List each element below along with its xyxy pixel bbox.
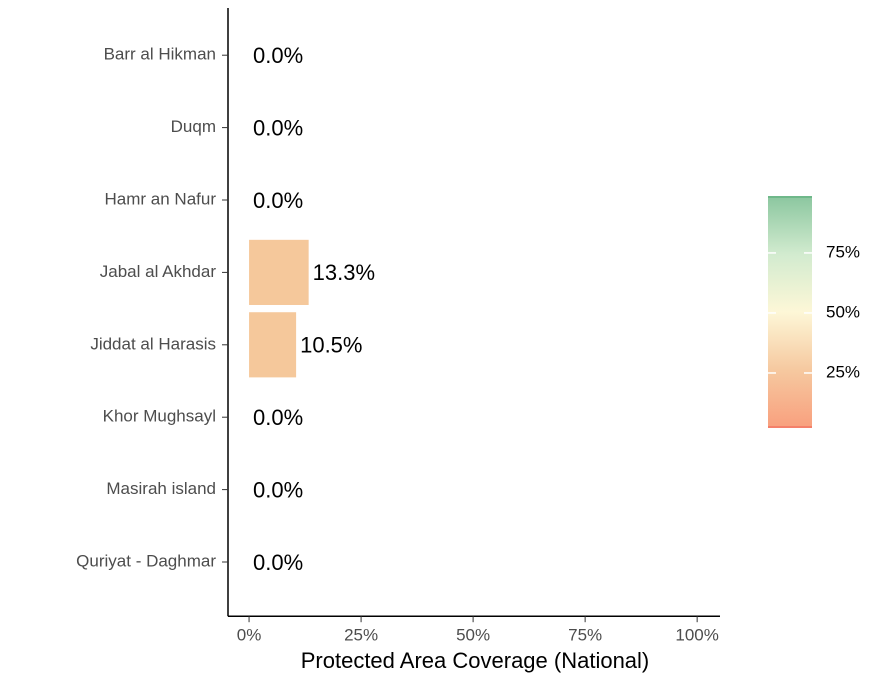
- colorbar: [768, 197, 812, 427]
- value-label: 0.0%: [253, 43, 303, 68]
- value-label: 13.3%: [313, 260, 375, 285]
- y-tick-label: Jiddat al Harasis: [90, 334, 216, 353]
- colorbar-tick-label: 25%: [826, 362, 860, 381]
- y-tick-label: Barr al Hikman: [104, 45, 216, 64]
- value-label: 0.0%: [253, 188, 303, 213]
- x-tick-label: 0%: [237, 626, 262, 645]
- value-label: 0.0%: [253, 405, 303, 430]
- value-label: 0.0%: [253, 550, 303, 575]
- colorbar-tick-label: 50%: [826, 302, 860, 321]
- x-axis-title: Protected Area Coverage (National): [301, 648, 650, 673]
- x-tick-label: 50%: [456, 626, 490, 645]
- x-tick-label: 25%: [344, 626, 378, 645]
- x-tick-label: 100%: [675, 626, 718, 645]
- y-tick-label: Jabal al Akhdar: [100, 262, 217, 281]
- bar: [249, 312, 297, 378]
- value-label: 0.0%: [253, 115, 303, 140]
- colorbar-tick-label: 75%: [826, 242, 860, 261]
- y-tick-label: Hamr an Nafur: [105, 189, 217, 208]
- x-tick-label: 75%: [568, 626, 602, 645]
- y-tick-label: Khor Mughsayl: [103, 407, 216, 426]
- value-label: 10.5%: [300, 333, 362, 358]
- y-tick-label: Quriyat - Daghmar: [76, 551, 216, 570]
- value-label: 0.0%: [253, 477, 303, 502]
- bar: [249, 239, 309, 305]
- y-tick-label: Masirah island: [106, 479, 216, 498]
- y-tick-label: Duqm: [171, 117, 216, 136]
